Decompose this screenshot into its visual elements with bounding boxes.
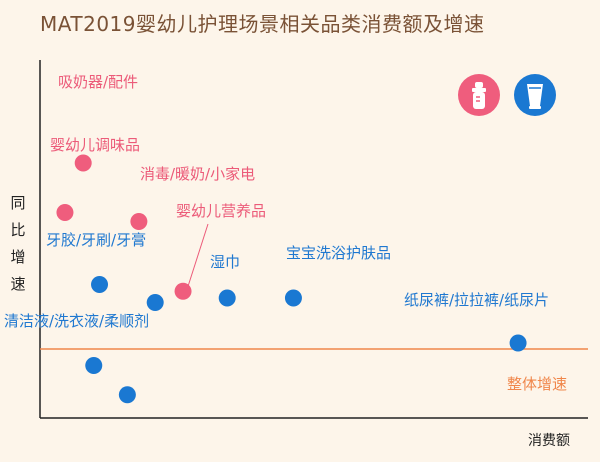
point-label-9: 清洁液/洗衣液/柔顺剂 xyxy=(4,312,149,330)
x-axis-label: 消费额 xyxy=(528,433,570,449)
chart-title: MAT2019婴幼儿护理场景相关品类消费额及增速 xyxy=(40,12,485,36)
point-label-3: 婴幼儿营养品 xyxy=(176,202,266,220)
point-label-8: 纸尿裤/拉拉裤/纸尿片 xyxy=(404,291,549,309)
data-point-5 xyxy=(146,294,164,311)
point-label-0: 吸奶器/配件 xyxy=(58,73,138,91)
data-point-2 xyxy=(130,213,148,230)
point-label-1: 婴幼儿调味品 xyxy=(50,136,140,154)
leader-line xyxy=(187,223,209,287)
data-point-7 xyxy=(284,289,302,307)
baby-bottle-icon xyxy=(458,74,500,116)
data-point-3 xyxy=(174,282,192,300)
point-label-4: 牙胶/牙刷/牙膏 xyxy=(46,231,146,249)
data-point-10 xyxy=(118,386,136,404)
cream-tube-icon xyxy=(514,74,556,116)
point-label-2: 消毒/暖奶/小家电 xyxy=(140,165,255,183)
point-label-6: 湿巾 xyxy=(210,253,240,271)
data-point-0 xyxy=(74,154,92,172)
overall-growth-label: 整体增速 xyxy=(507,375,567,393)
y-axis-label: 同比增速 xyxy=(10,194,26,293)
data-point-9 xyxy=(85,357,103,374)
point-label-7: 宝宝洗浴护肤品 xyxy=(286,244,391,262)
data-point-4 xyxy=(91,276,109,293)
data-point-1 xyxy=(56,204,74,221)
data-point-8 xyxy=(509,334,527,352)
data-point-6 xyxy=(218,289,236,307)
